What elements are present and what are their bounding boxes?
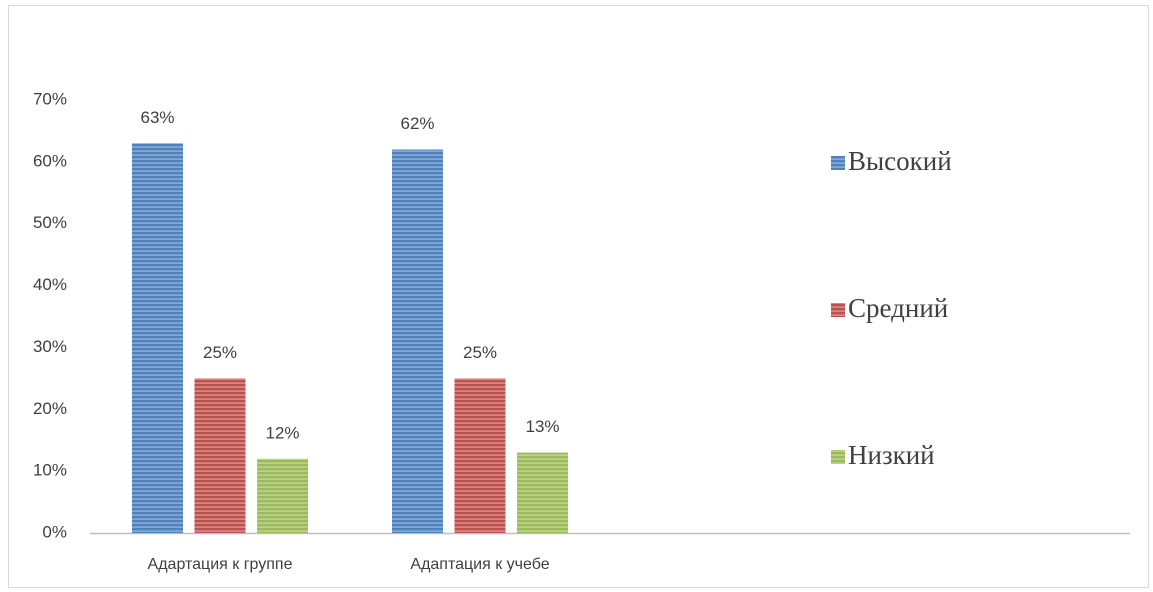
legend-swatch <box>831 303 845 317</box>
data-label: 12% <box>265 423 299 442</box>
y-tick-label: 60% <box>33 151 67 170</box>
y-tick-label: 70% <box>33 89 67 108</box>
data-label: 63% <box>140 108 174 127</box>
data-label: 25% <box>463 343 497 362</box>
data-label: 13% <box>525 417 559 436</box>
bar <box>194 378 246 533</box>
x-tick-label: Адаптация к учебе <box>410 556 549 573</box>
y-tick-label: 40% <box>33 275 67 294</box>
y-tick-label: 30% <box>33 337 67 356</box>
legend-swatch <box>831 156 845 170</box>
legend-label: Низкий <box>848 440 935 470</box>
bar <box>517 452 568 533</box>
data-label: 25% <box>203 343 237 362</box>
bar <box>132 143 183 534</box>
legend-label: Высокий <box>848 146 952 176</box>
bar <box>392 149 443 533</box>
bar <box>257 458 308 533</box>
y-tick-label: 10% <box>33 461 67 480</box>
x-tick-label: Адартация к группе <box>148 556 293 573</box>
y-tick-label: 20% <box>33 399 67 418</box>
legend-swatch <box>831 450 845 464</box>
legend-label: Средний <box>848 293 948 323</box>
bar <box>454 378 506 533</box>
y-tick-label: 0% <box>42 522 67 541</box>
data-label: 62% <box>400 114 434 133</box>
y-tick-label: 50% <box>33 213 67 232</box>
